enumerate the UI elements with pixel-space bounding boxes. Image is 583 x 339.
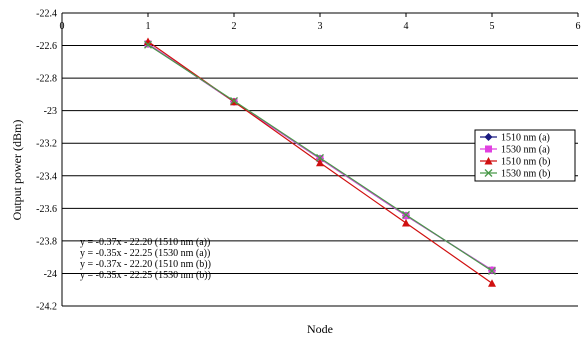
- legend-item: 1530 nm (a): [480, 145, 550, 156]
- x-tick-label: 4: [404, 21, 409, 32]
- legend-swatch-marker: [484, 157, 493, 165]
- y-tick-label: -24: [44, 269, 57, 280]
- data-series: [144, 37, 496, 287]
- y-tick-label: -23: [44, 106, 57, 117]
- x-tick-label: 5: [490, 21, 495, 32]
- legend: 1510 nm (a)1530 nm (a)1510 nm (b)1530 nm…: [474, 129, 576, 182]
- x-tick-label: 0: [60, 21, 65, 32]
- y-tick-label: -22.8: [36, 74, 57, 85]
- x-axis-title: Node: [307, 322, 333, 336]
- legend-item: 1510 nm (a): [480, 133, 550, 144]
- y-tick-label: -22.6: [36, 41, 57, 52]
- legend-swatch-marker: [484, 169, 493, 177]
- legend-label: 1510 nm (b): [501, 157, 550, 168]
- y-tick-label: -23.4: [36, 171, 57, 182]
- equation-label: y = -0.37x - 22.20 (1510 nm (b)): [80, 259, 211, 270]
- y-axis-title: Output power (dBm): [10, 120, 24, 221]
- legend-label: 1530 nm (b): [501, 169, 550, 180]
- data-point: [402, 218, 410, 227]
- data-point: [316, 158, 324, 167]
- equation-label: y = -0.37x - 22.20 (1510 nm (a)): [80, 237, 210, 248]
- equation-label: y = -0.35x - 22.25 (1530 nm (b)): [80, 270, 211, 281]
- x-tick-label: 3: [318, 21, 323, 32]
- data-point: [316, 153, 324, 162]
- equation-label: y = -0.35x - 22.25 (1530 nm (a)): [80, 248, 210, 259]
- legend-label: 1530 nm (a): [501, 145, 550, 156]
- x-tick-label: 1: [146, 21, 151, 32]
- y-tick-label: -23.2: [36, 139, 57, 150]
- y-tick-label: -23.8: [36, 236, 57, 247]
- data-point: [402, 210, 410, 219]
- legend-swatch-marker: [484, 133, 493, 141]
- data-point: [230, 96, 238, 105]
- legend-item: 1510 nm (b): [480, 157, 550, 168]
- legend-item: 1530 nm (b): [480, 169, 550, 180]
- series-4: [144, 40, 496, 275]
- data-point: [488, 267, 496, 275]
- data-point: [144, 40, 152, 49]
- x-tick-label: 6: [576, 21, 581, 32]
- y-tick-label: -22.4: [36, 9, 57, 20]
- x-tick-label: 2: [232, 21, 237, 32]
- legend-label: 1510 nm (a): [501, 133, 550, 144]
- data-point: [488, 279, 496, 287]
- equation-annotations: y = -0.37x - 22.20 (1510 nm (a))y = -0.3…: [80, 237, 211, 281]
- legend-swatch-marker: [485, 145, 492, 153]
- y-tick-label: -24.2: [36, 302, 57, 313]
- axes: -22.4 -22.6 -22.8 -23 -23.2 -23.4 -23.6 -23.8 -2…: [36, 9, 580, 313]
- y-tick-label: -23.6: [36, 204, 57, 215]
